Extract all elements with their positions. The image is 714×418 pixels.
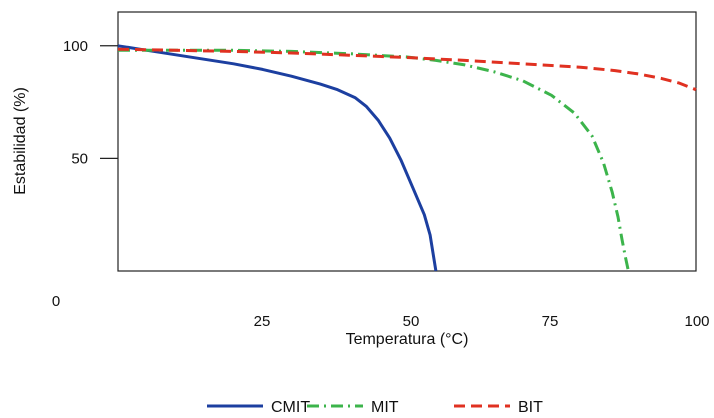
legend-label-mit: MIT [371, 399, 399, 416]
series-line-cmit [117, 44, 438, 272]
x-tick-label: 50 [403, 313, 420, 330]
series-layer [117, 44, 697, 272]
legend: CMIT MIT BIT [207, 399, 543, 416]
y-axis-title: Estabilidad (%) [12, 87, 29, 195]
y-axis-ticks: 50 100 [63, 38, 118, 167]
x-tick-label: 75 [542, 313, 559, 330]
series-line-bit [117, 47, 697, 92]
x-tick-label: 100 [684, 313, 709, 330]
legend-label-cmit: CMIT [271, 399, 310, 416]
plot-frame [117, 11, 697, 272]
x-tick-label: 25 [254, 313, 271, 330]
x-tick-label: 0 [52, 293, 60, 310]
series-line-mit [118, 48, 630, 272]
y-tick-label: 50 [71, 150, 88, 167]
y-tick-label: 100 [63, 38, 88, 55]
x-axis-ticks: 0 25 50 75 100 [52, 293, 710, 330]
x-axis-title: Temperatura (°C) [346, 331, 469, 348]
legend-label-bit: BIT [518, 399, 543, 416]
